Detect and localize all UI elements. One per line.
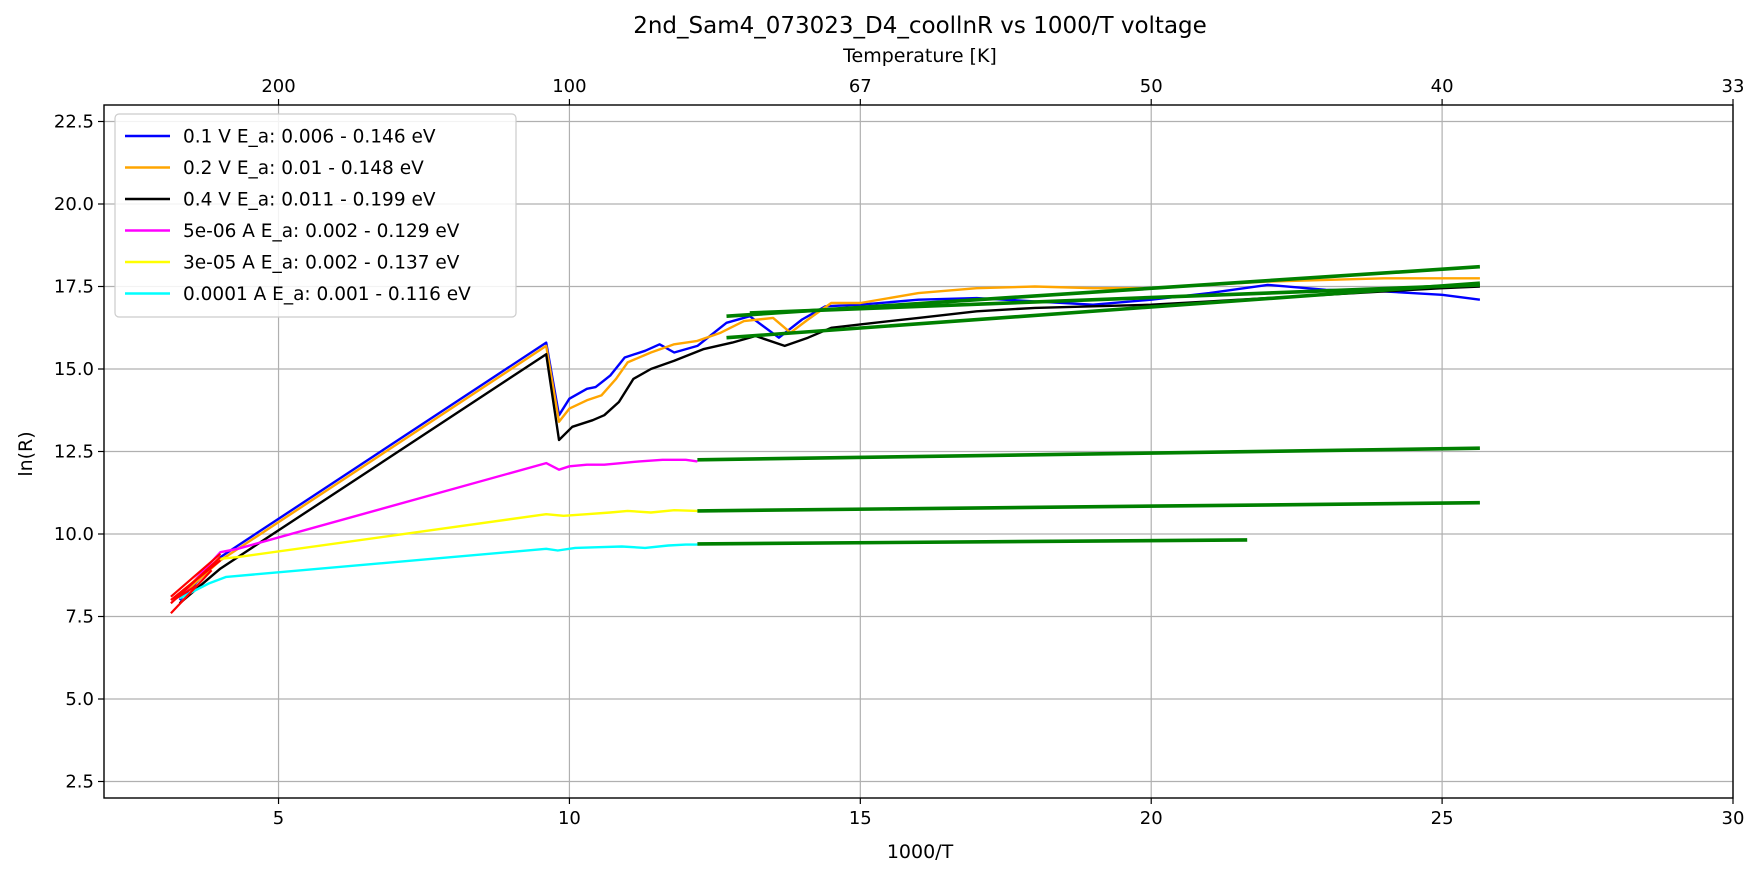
series-line-0 [178,283,1481,601]
legend-label: 3e-05 A E_a: 0.002 - 0.137 eV [183,253,460,274]
top-tick-label: 100 [552,76,586,97]
y-axis-title: ln(R) [15,431,37,476]
top-tick-label: 50 [1140,76,1163,97]
legend-label: 0.1 V E_a: 0.006 - 0.146 eV [183,127,436,148]
top-axis-title: Temperature [K] [842,45,997,67]
fit-line-4 [697,500,1480,513]
x-tick-label: 15 [849,808,872,829]
x-tick-label: 25 [1431,808,1454,829]
top-tick-label: 33 [1722,76,1745,97]
y-tick-label: 5.0 [65,689,94,710]
y-tick-label: 17.5 [54,277,94,298]
tick-layer: 5 10 15 20 25 30 200 100 67 50 40 33 2.5 5.0 7.5 10.0 12… [54,76,1745,829]
fit-line-3 [697,446,1480,462]
data-layer [170,264,1481,614]
series-line-3 [178,458,698,598]
x-axis-title: 1000/T [887,841,954,863]
y-tick-label: 22.5 [54,112,94,133]
legend-label: 0.4 V E_a: 0.011 - 0.199 eV [183,190,436,211]
legend-label: 0.2 V E_a: 0.01 - 0.148 eV [183,158,424,179]
fit-line-2 [749,283,1480,315]
legend: 0.1 V E_a: 0.006 - 0.146 eV 0.2 V E_a: 0.… [114,113,517,318]
legend-label: 5e-06 A E_a: 0.002 - 0.129 eV [183,221,460,242]
y-tick-label: 15.0 [54,359,94,380]
low-fit-line-0 [170,569,213,614]
chart-title: 2nd_Sam4_073023_D4_coollnR vs 1000/T vol… [633,13,1207,39]
x-tick-label: 20 [1140,808,1163,829]
y-tick-label: 7.5 [65,607,94,628]
y-tick-label: 2.5 [65,772,94,793]
y-tick-label: 12.5 [54,442,94,463]
x-tick-label: 5 [273,808,284,829]
y-tick-label: 10.0 [54,524,94,545]
low-fit-line-3 [170,552,222,598]
series-line-4 [178,509,698,595]
series-line-1 [178,277,1480,598]
low-fit-line-4 [173,584,198,601]
top-tick-label: 200 [261,76,295,97]
y-tick-label: 20.0 [54,194,94,215]
x-tick-label: 30 [1722,808,1745,829]
top-tick-label: 67 [849,76,872,97]
series-line-2 [178,285,1480,605]
x-tick-label: 10 [558,808,581,829]
series-line-5 [179,543,698,600]
fit-line-5 [697,538,1248,546]
legend-box [114,113,517,318]
legend-label: 0.0001 A E_a: 0.001 - 0.116 eV [183,284,471,305]
top-tick-label: 40 [1431,76,1454,97]
low-fit-line-2 [170,559,222,601]
fit-line-1 [726,281,1481,340]
